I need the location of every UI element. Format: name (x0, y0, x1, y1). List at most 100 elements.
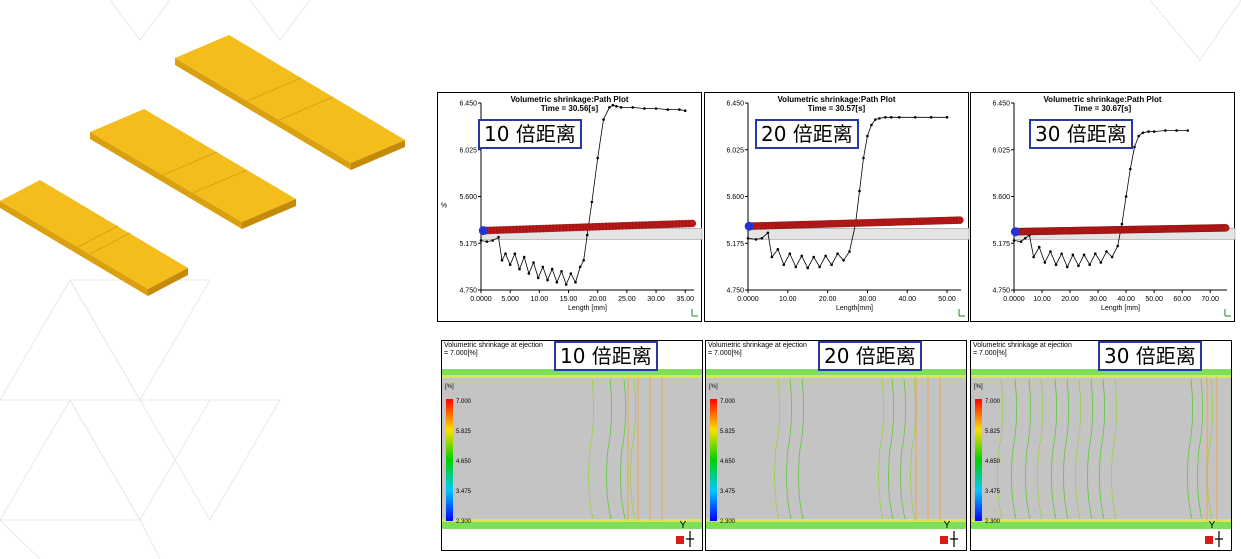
contour-line (606, 378, 612, 520)
tolerance-band (747, 228, 970, 240)
legend-tick-label: 5.825 (720, 429, 736, 435)
shrinkage-point (1137, 134, 1141, 138)
distance-badge: 10 倍距离 (478, 119, 582, 149)
legend-tick-label: 7.000 (720, 399, 736, 405)
legend-unit: [%] (445, 384, 454, 390)
shrinkage-point (806, 266, 810, 270)
path-plot-10: 4.750 5.175 5.600 6.025 6.450 0.0000 5.000 10.0… (437, 92, 703, 322)
shrinkage-point (619, 106, 623, 109)
contour-line (1025, 378, 1031, 520)
plot-title-text: Volumetric shrinkage:Path Plot (510, 95, 629, 104)
y-tick-label: 6.450 (459, 101, 477, 108)
shrinkage-point (497, 235, 500, 239)
x-tick-label: 40.00 (898, 296, 916, 303)
shrinkage-point (608, 106, 611, 109)
shrinkage-point (1152, 130, 1156, 133)
shrinkage-point (1071, 253, 1075, 257)
shrinkage-point (1141, 131, 1145, 134)
shrinkage-point (1060, 252, 1063, 255)
shrinkage-point (1049, 250, 1052, 253)
shrinkage-point (500, 259, 504, 262)
contour-line (1011, 378, 1017, 520)
x-axis-label: Length[mm] (836, 305, 873, 312)
shrinkage-point (569, 272, 573, 275)
legend-tick-label: 2.300 (985, 519, 1001, 525)
shrinkage-point (611, 103, 615, 107)
below-part (706, 529, 966, 550)
shrinkage-point (848, 250, 851, 253)
shrinkage-point (794, 265, 798, 269)
bottom-edge-band (706, 521, 966, 529)
shrinkage-point (800, 254, 804, 258)
bottom-edge-inner (971, 519, 1231, 522)
shrinkage-point (858, 189, 861, 193)
plot-time: Time = 30.67[s] (1073, 104, 1132, 113)
contour-max-value: = 7.000[%] (708, 350, 742, 357)
shrinkage-point (1147, 130, 1150, 133)
x-tick-label: 60.00 (1173, 296, 1191, 303)
shrinkage-point (929, 116, 933, 119)
x-tick-label: 0.0000 (1003, 296, 1025, 303)
contour-line (1197, 378, 1203, 520)
x-tick-label: 20.00 (819, 296, 837, 303)
path-plot-30: 4.750 5.175 5.600 6.025 6.450 0.0000 10.00 20.0… (970, 92, 1236, 322)
contour-svg: [%] 7.000 5.825 4.650 3.475 2.300 Y (706, 369, 966, 550)
x-tick-label: 50.00 (1145, 296, 1163, 303)
shrinkage-point (513, 252, 517, 255)
axis-letter: Y (1209, 520, 1216, 531)
shrinkage-point (532, 261, 535, 264)
path-marker (956, 216, 964, 224)
distance-badge: 30 倍距离 (1029, 119, 1133, 149)
axis-letter: Y (680, 520, 687, 531)
below-part (971, 529, 1231, 550)
shrinkage-point (536, 276, 540, 280)
y-tick-label: 6.025 (459, 147, 477, 154)
contour-line (910, 378, 916, 520)
part-top (175, 35, 405, 170)
axis-triad-icon (686, 531, 694, 547)
part-middle (90, 109, 296, 229)
shrinkage-point (564, 283, 568, 286)
shrinkage-point (760, 237, 764, 240)
shrinkage-point (890, 116, 893, 119)
shrinkage-point (522, 255, 526, 259)
y-tick-label: 4.750 (726, 288, 744, 295)
contour-line (1063, 378, 1069, 520)
top-edge-inner (971, 375, 1231, 378)
shrinkage-point (574, 281, 577, 284)
x-tick-label: 10.00 (779, 296, 797, 303)
x-tick-label: 10.00 (531, 296, 549, 303)
shrinkage-point (643, 107, 646, 110)
legend-tick-label: 2.300 (720, 519, 736, 525)
plot-title: Volumetric shrinkage:Path Plot Time = 30… (971, 95, 1234, 113)
shrinkage-point (746, 237, 750, 240)
part-body (442, 371, 702, 527)
shrinkage-point (479, 239, 483, 242)
axis-letter: Y (944, 520, 951, 531)
contour-line (786, 378, 792, 520)
contour-line (630, 378, 636, 520)
shrinkage-point (678, 108, 681, 111)
x-tick-label: 10.00 (1033, 296, 1051, 303)
x-tick-label: 40.00 (1117, 296, 1135, 303)
shrinkage-point (485, 240, 489, 243)
axis-triad-icon (958, 309, 965, 317)
plot-title: Volumetric shrinkage:Path Plot Time = 30… (438, 95, 701, 113)
below-part (442, 529, 702, 550)
top-edge-inner (706, 375, 966, 378)
shrinkage-point (666, 108, 670, 111)
shrinkage-point (527, 272, 531, 275)
contour-line (1037, 378, 1043, 520)
y-tick-label: 6.025 (726, 147, 744, 154)
legend-tick-label: 5.825 (456, 429, 472, 435)
shrinkage-point (541, 265, 545, 269)
x-tick-label: 50.00 (938, 296, 956, 303)
shrinkage-point (1164, 129, 1167, 132)
bottom-edge-band (971, 521, 1231, 529)
shrinkage-point (1032, 255, 1035, 259)
legend-tick-label: 5.825 (985, 429, 1001, 435)
shrinkage-point (596, 156, 600, 160)
shrinkage-point (602, 118, 605, 121)
y-tick-label: 5.600 (459, 194, 477, 201)
